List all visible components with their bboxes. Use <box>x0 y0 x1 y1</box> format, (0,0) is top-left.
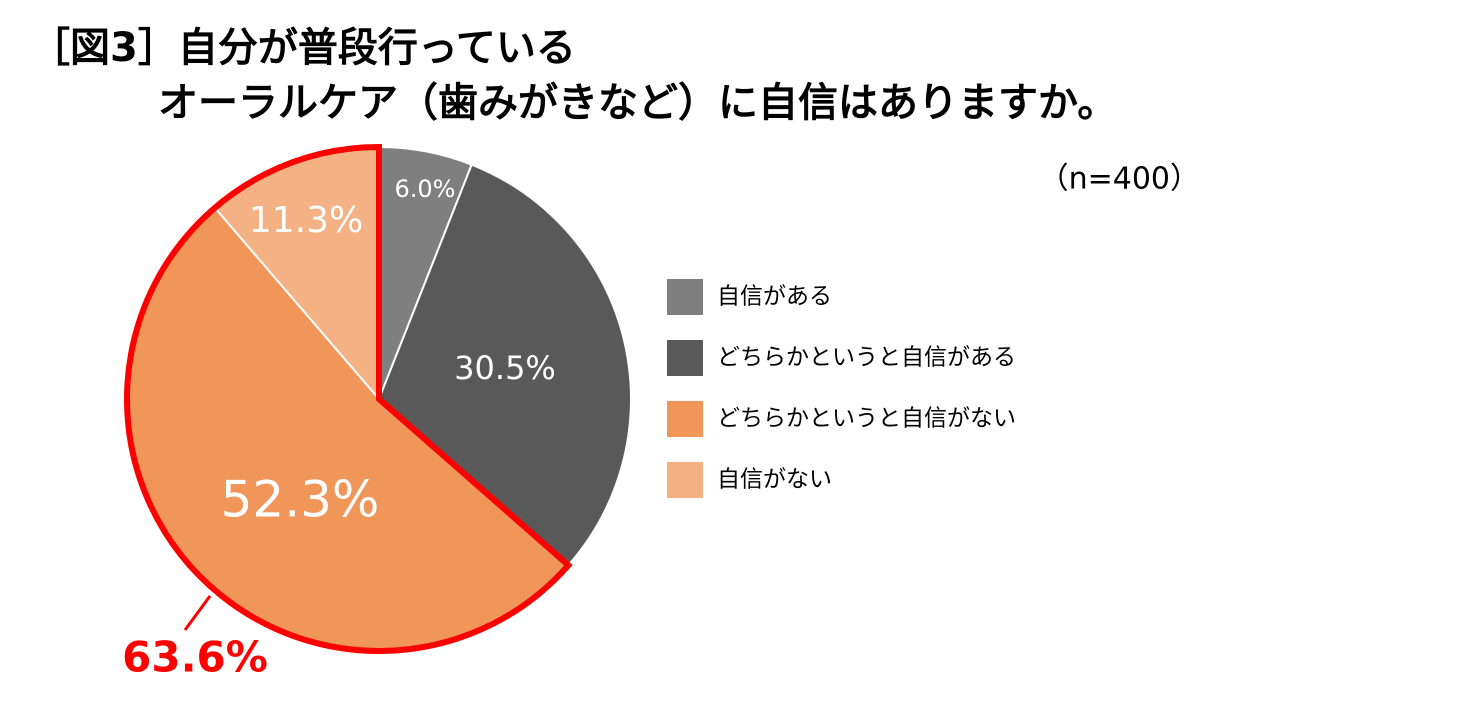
data-label: 52.3% <box>221 471 380 529</box>
subtitle: （n=400） <box>1039 162 1200 197</box>
chart-title: オーラルケア（歯みがきなど）に自信はありますか。 <box>158 80 1117 126</box>
leader-line <box>183 595 212 631</box>
legend-swatch <box>667 462 703 498</box>
highlight-outline <box>124 143 573 654</box>
legend-label: どちらかというと自信がある <box>717 345 1016 371</box>
legend-label: どちらかというと自信がない <box>717 406 1016 432</box>
data-label: 6.0% <box>395 175 456 203</box>
chart-title: ［図3］自分が普段行っている <box>30 25 576 71</box>
legend-label: 自信がある <box>717 284 832 310</box>
legend-swatch <box>667 340 703 376</box>
legend-swatch <box>667 401 703 437</box>
data-label: 11.3% <box>249 200 363 241</box>
data-label: 30.5% <box>454 349 556 387</box>
highlight-label: 63.6% <box>122 633 268 682</box>
pie-slice <box>377 163 632 567</box>
legend-swatch <box>667 279 703 315</box>
legend-label: 自信がない <box>717 467 832 493</box>
